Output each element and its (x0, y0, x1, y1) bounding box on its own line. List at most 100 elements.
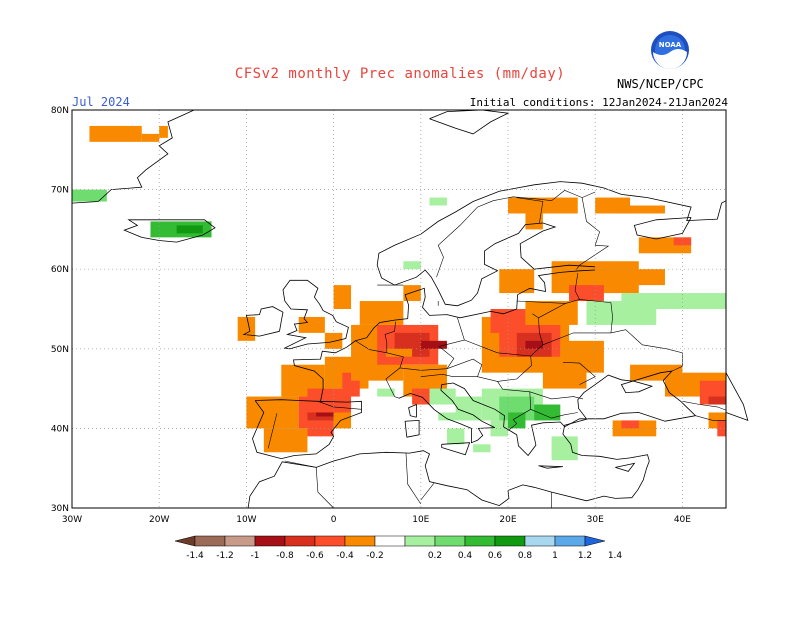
anomaly-cell (647, 297, 718, 309)
lon-tick-label: 40E (674, 515, 691, 525)
colorbar-label: 0.4 (458, 551, 473, 561)
country-border (497, 381, 584, 400)
colorbar-segment (224, 535, 256, 547)
anomaly-cell (708, 396, 726, 405)
colorbar-segment (434, 535, 466, 547)
anomaly-cell (429, 197, 447, 206)
anomaly-cell (263, 428, 308, 453)
anomaly-cell (159, 125, 168, 138)
anomaly-cell (525, 340, 543, 349)
colorbar-label: -0.2 (366, 551, 384, 561)
coastline (398, 382, 496, 444)
country-border (384, 321, 396, 353)
anomaly-cell (534, 404, 561, 421)
country-border (355, 340, 404, 399)
coastline (123, 219, 216, 243)
anomaly-cell (403, 285, 421, 302)
map-frame (71, 109, 727, 509)
coastline (562, 412, 696, 462)
country-border (405, 453, 422, 505)
anomaly-cell (237, 316, 256, 341)
coastline (404, 419, 420, 438)
anomaly-cell (246, 396, 299, 429)
initial-conditions: Initial conditions: 12Jan2024-21Jan2024 (469, 96, 728, 109)
colorbar-segment (494, 535, 526, 547)
anomaly-cell (621, 205, 665, 214)
country-border (575, 197, 610, 271)
chart-title: CFSv2 monthly Prec anomalies (mm/day) (234, 66, 566, 82)
anomaly-cell (72, 189, 107, 202)
coastline (247, 450, 632, 509)
colorbar-label: -1 (251, 551, 260, 561)
colorbar-left-arrow (174, 535, 196, 547)
anomaly-cell (333, 285, 352, 309)
anomaly-cell (673, 237, 692, 246)
lon-tick-label: 20E (499, 515, 516, 525)
noaa-logo-text: NOAA (659, 41, 682, 49)
anomaly-cell (333, 412, 352, 429)
colorbar-segment (374, 535, 406, 547)
lat-tick-label: 70N (51, 186, 69, 196)
anomaly-cell (569, 285, 604, 302)
anomaly-cell (429, 388, 456, 405)
coastline (725, 372, 749, 422)
coastline (615, 462, 636, 472)
lat-lon-grid (72, 110, 726, 508)
anomaly-cell (307, 388, 352, 413)
coastline (538, 465, 563, 469)
anomaly-cell (499, 269, 535, 294)
anomaly-cell (473, 444, 491, 453)
anomaly-cell (89, 125, 142, 142)
lon-tick-label: 30E (587, 515, 604, 525)
lat-tick-label: 40N (51, 424, 69, 434)
lat-tick-label: 50N (51, 345, 69, 355)
lat-tick-label: 30N (51, 504, 69, 514)
country-border (420, 483, 435, 501)
country-border (436, 190, 596, 278)
valid-month: Jul 2024 (72, 95, 130, 109)
anomaly-cell (490, 309, 526, 333)
colorbar-label: -0.4 (336, 551, 354, 561)
colorbar-segment (314, 535, 346, 547)
lon-tick-label: 30W (62, 515, 82, 525)
colorbar-segment (464, 535, 496, 547)
anomaly-cell (717, 420, 726, 437)
colorbar-segment (404, 535, 436, 547)
lon-tick-label: 0 (331, 515, 337, 525)
anomaly-cell (525, 213, 543, 230)
colorbar-segment (194, 535, 226, 547)
coastline (282, 279, 349, 350)
colorbar-segment (344, 535, 376, 547)
coastline (71, 109, 195, 204)
anomaly-cell (359, 301, 404, 325)
noaa-logo: NOAA (651, 31, 689, 69)
anomaly-cells (72, 125, 726, 461)
country-border (507, 391, 532, 432)
colorbar-label: 0.6 (488, 551, 503, 561)
coastline (441, 442, 471, 456)
colorbar-segment (524, 535, 556, 547)
colorbar-segment (284, 535, 316, 547)
lat-tick-label: 80N (51, 106, 69, 116)
agency-label: NWS/NCEP/CPC (617, 77, 704, 91)
coastline (633, 217, 692, 240)
colorbar-right-arrow (584, 535, 606, 547)
coastline (293, 269, 596, 402)
coastlines (71, 109, 749, 509)
coastline (429, 109, 510, 135)
anomaly-cell (446, 428, 465, 445)
anomaly-cell (420, 340, 447, 349)
colorbar-label: 0.2 (428, 551, 442, 561)
anomaly-cell (385, 348, 413, 357)
country-border (399, 317, 465, 371)
colorbar-label: 1 (552, 551, 558, 561)
country-border (477, 355, 532, 382)
country-border (695, 415, 726, 421)
anomaly-cell (403, 261, 421, 270)
anomaly-cell (438, 412, 465, 421)
country-border (562, 362, 596, 385)
anomaly-cell (551, 444, 570, 453)
colorbar-label: -1.2 (216, 551, 234, 561)
